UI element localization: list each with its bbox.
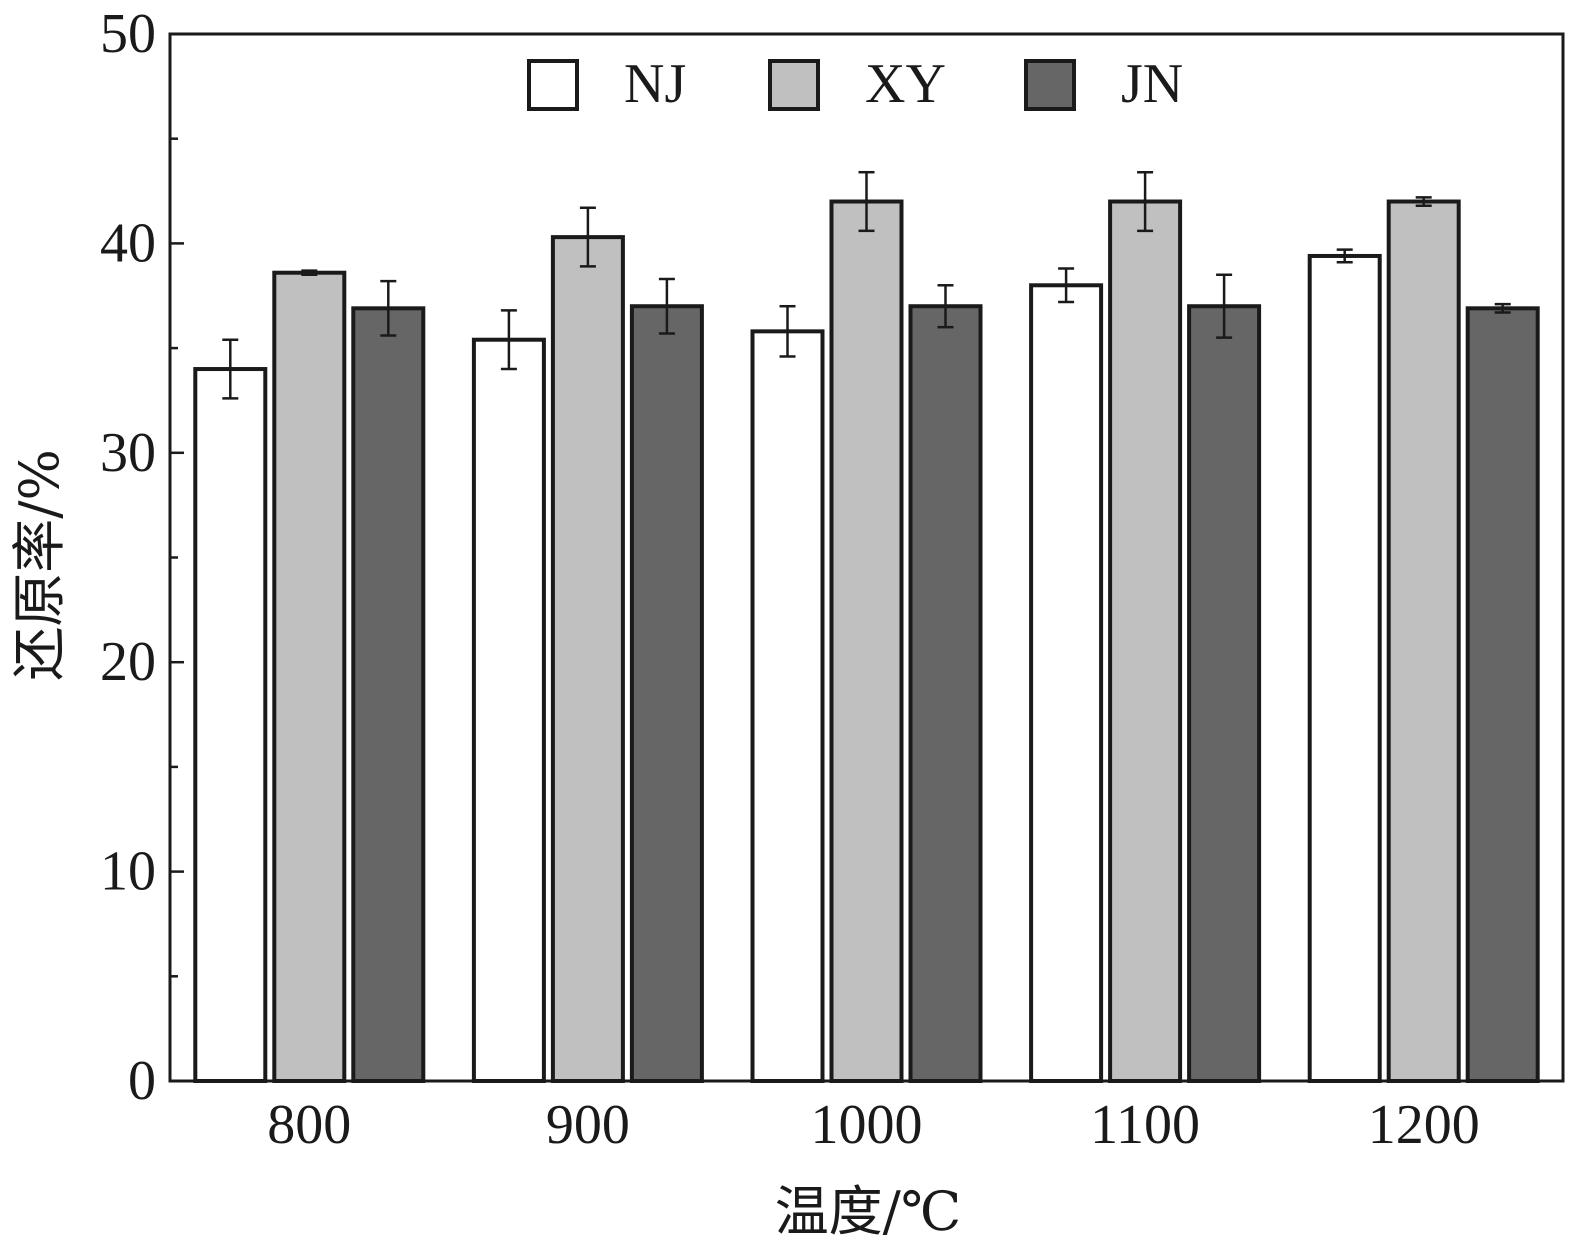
- bar-NJ-1200: [1307, 253, 1382, 1084]
- error-bar-NJ-1200: [1336, 248, 1353, 264]
- bar-JN-900: [629, 304, 704, 1084]
- error-bar-NJ-1100: [1058, 267, 1075, 304]
- error-bar-JN-1200: [1494, 302, 1511, 314]
- error-bar-XY-800: [301, 269, 318, 277]
- bar-JN-1200: [1465, 306, 1540, 1083]
- error-bar-NJ-1000: [779, 304, 796, 358]
- legend: NJ XY JN: [527, 53, 1183, 115]
- y-axis: 0 10 20 30 40 50: [100, 3, 184, 1112]
- bar-NJ-900: [471, 337, 546, 1083]
- error-bar-XY-1200: [1415, 196, 1432, 207]
- bar-NJ-1100: [1029, 283, 1104, 1083]
- bar-NJ-1000: [750, 329, 825, 1083]
- y-tick-label: 0: [128, 1050, 156, 1112]
- x-tick-label: 800: [267, 1094, 351, 1156]
- bar-XY-800: [272, 270, 347, 1083]
- error-bar-XY-900: [579, 206, 596, 268]
- legend-label: JN: [1121, 53, 1183, 115]
- x-axis-title: 温度/℃: [775, 1180, 962, 1243]
- x-tick-label: 1100: [1090, 1094, 1200, 1156]
- error-bar-XY-1100: [1137, 170, 1154, 233]
- error-bar-XY-1000: [858, 170, 875, 233]
- error-bar-JN-1000: [937, 284, 954, 329]
- error-bar-NJ-800: [222, 338, 239, 400]
- bar-XY-1000: [829, 199, 904, 1083]
- x-tick-label: 900: [546, 1094, 630, 1156]
- y-tick-label: 50: [100, 3, 156, 65]
- y-tick-label: 40: [100, 212, 156, 274]
- x-tick-label: 1000: [811, 1094, 923, 1156]
- y-tick-label: 10: [100, 841, 156, 903]
- legend-item-XY: XY: [768, 53, 946, 115]
- error-bar-NJ-900: [500, 309, 517, 371]
- legend-swatch: [1024, 59, 1076, 111]
- bar-XY-900: [550, 235, 625, 1084]
- legend-swatch: [527, 59, 579, 111]
- bar-JN-800: [351, 306, 426, 1083]
- y-tick-label: 20: [100, 631, 156, 693]
- error-bar-JN-1100: [1216, 273, 1233, 339]
- error-bar-JN-900: [658, 277, 675, 335]
- bar-JN-1000: [908, 304, 983, 1084]
- legend-item-NJ: NJ: [527, 53, 686, 115]
- x-axis: 800 900 1000 1100 1200: [267, 1094, 1479, 1156]
- y-tick-label: 30: [100, 422, 156, 484]
- x-tick-label: 1200: [1368, 1094, 1480, 1156]
- error-bar-JN-800: [380, 279, 397, 337]
- legend-swatch: [768, 59, 820, 111]
- bar-JN-1100: [1187, 304, 1262, 1084]
- bar-XY-1100: [1108, 199, 1183, 1083]
- legend-label: XY: [865, 53, 946, 115]
- legend-item-JN: JN: [1024, 53, 1183, 115]
- bar-XY-1200: [1386, 199, 1461, 1083]
- plot-area: [168, 32, 1565, 1084]
- bar-NJ-800: [193, 367, 268, 1084]
- legend-label: NJ: [624, 53, 686, 115]
- y-axis-title: 还原率/%: [8, 449, 71, 681]
